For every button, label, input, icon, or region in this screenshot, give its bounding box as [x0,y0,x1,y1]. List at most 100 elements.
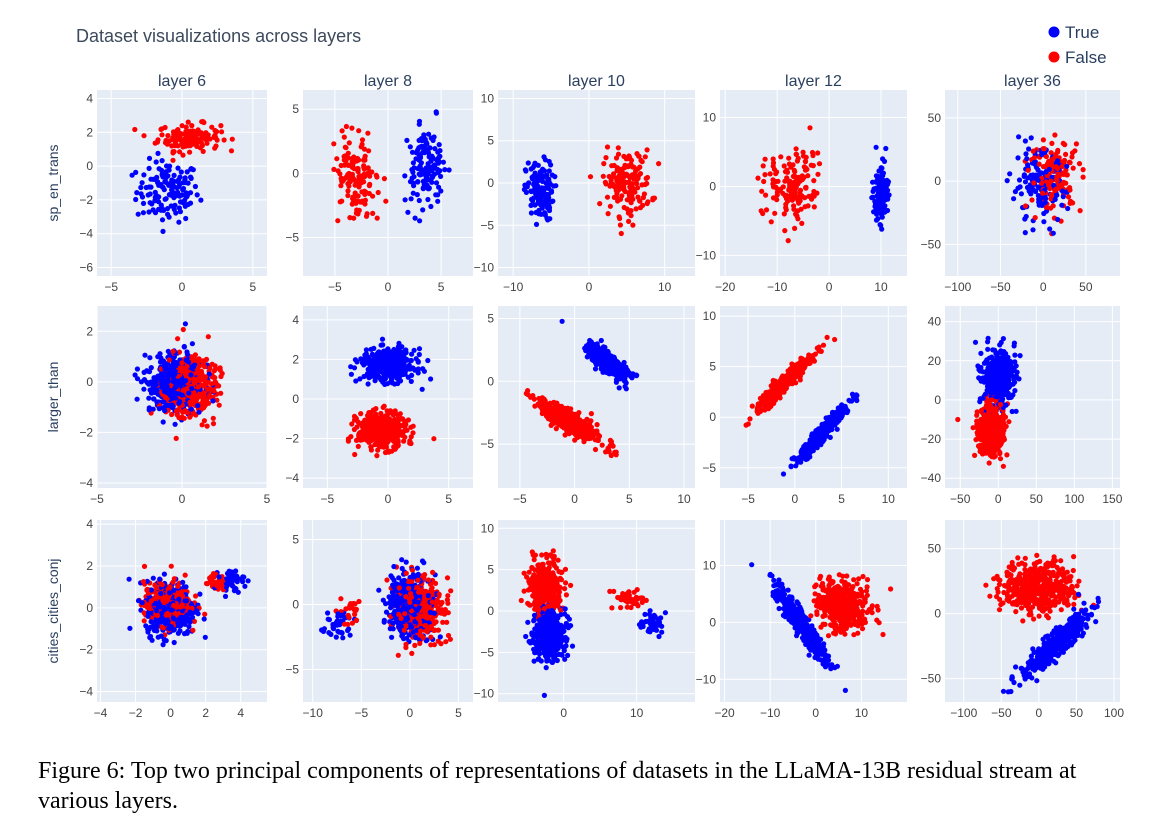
scatter-point-false [786,194,792,200]
scatter-point-false [778,186,784,192]
scatter-point-false [341,134,347,140]
scatter-point-false [342,153,348,159]
scatter-point-true [192,183,198,190]
scatter-point-false [189,123,195,129]
scatter-point-false [788,370,794,376]
scatter-point-true [1042,199,1048,206]
scatter-point-false [210,415,216,421]
scatter-point-false [180,152,186,158]
scatter-point-true [1031,159,1038,165]
scatter-point-true [405,209,411,215]
scatter-point-false [634,181,640,187]
scatter-point-true [165,374,171,380]
scatter-point-true [598,337,604,344]
scatter-point-true [1035,173,1041,179]
scatter-point-false [540,401,546,407]
column-titles: layer 6 layer 8 layer 10 layer 12 layer 36 [158,73,1061,90]
scatter-point-false [798,206,804,212]
scatter-point-true [152,189,158,195]
scatter-point-true [161,399,167,405]
scatter-point-false [788,164,794,170]
y-tick-label: −40 [921,471,942,485]
scatter-point-true [440,159,446,165]
scatter-point-false [557,420,563,426]
scatter-point-true [165,348,171,354]
scatter-point-true [1064,163,1070,169]
scatter-point-true [133,169,139,175]
scatter-point-false [1030,148,1036,154]
x-tick-label: −5 [741,492,755,506]
scatter-point-true [177,193,183,199]
scatter-point-true [883,184,889,190]
x-tick-label: −20 [715,280,736,294]
scatter-point-false [202,396,208,402]
scatter-point-true [150,207,156,213]
scatter-point-true [378,360,385,366]
x-tick-label: 0 [586,280,593,294]
scatter-point-true [158,167,165,173]
scatter-point-false [563,421,570,427]
scatter-point-false [361,428,368,434]
scatter-point-true [546,168,552,174]
scatter-point-false [791,194,798,200]
scatter-point-true [178,199,184,205]
x-tick-label: −5 [90,492,104,506]
plot-area [945,306,1120,488]
scatter-point-true [433,109,439,115]
scatter-point-true [138,191,144,197]
scatter-point-false [1054,178,1060,184]
scatter-point-true [419,386,425,392]
scatter-point-false [390,438,396,444]
x-tick-label: 100 [1064,492,1084,506]
scatter-point-false [408,434,414,440]
scatter-point-false [759,398,765,404]
scatter-point-false [170,135,176,141]
scatter-point-false [1049,156,1056,163]
scatter-point-true [410,190,416,196]
scatter-point-true [427,164,433,170]
scatter-point-false [1069,154,1075,160]
x-tick-label: 0 [826,280,833,294]
scatter-point-false [635,185,641,191]
scatter-point-false [338,175,344,182]
scatter-point-true [382,374,388,380]
scatter-point-true [1016,177,1023,183]
scatter-point-false [607,203,614,209]
scatter-point-false [762,172,768,178]
y-tick-label: 50 [928,111,942,125]
y-tick-label: 0 [934,174,941,188]
scatter-point-false [1063,151,1069,157]
y-tick-label: −10 [696,248,717,262]
scatter-point-false [362,434,368,440]
scatter-point-true [368,357,374,364]
scatter-point-false [343,145,349,151]
scatter-point-false [1062,142,1068,148]
row-title: cities_cities_conj [45,558,61,663]
scatter-point-true [172,360,178,366]
scatter-point-true [417,218,423,224]
y-tick-label: −2 [79,193,93,207]
scatter-point-true [534,186,540,193]
scatter-point-true [188,175,194,181]
scatter-point-false [760,210,766,217]
scatter-point-false [165,133,171,139]
scatter-point-false [576,410,582,416]
scatter-point-false [343,123,349,130]
scatter-point-true [601,354,607,360]
y-tick-label: −20 [921,432,942,446]
scatter-point-true [526,180,532,186]
scatter-point-false [637,164,643,170]
scatter-point-true [182,321,188,327]
scatter-point-true [819,426,825,432]
scatter-point-true [832,411,839,417]
scatter-point-false [356,128,362,134]
scatter-point-false [211,375,217,381]
scatter-point-true [1024,184,1031,191]
scatter-point-false [608,452,614,459]
scatter-point-false [382,430,388,436]
scatter-point-false [796,200,802,206]
scatter-point-true [132,372,138,378]
scatter-point-false [182,137,188,143]
scatter-point-false [211,388,217,394]
scatter-point-false [765,403,771,409]
